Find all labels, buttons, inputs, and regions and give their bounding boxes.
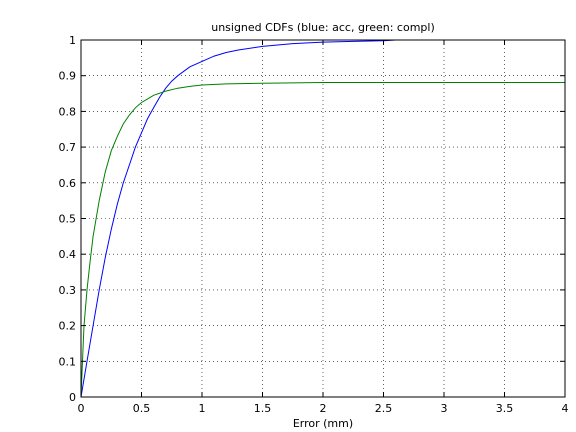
x-tick-label: 1 [199,402,206,415]
x-tick-label: 2.5 [375,402,393,415]
y-tick-label: 0.5 [59,213,77,226]
y-tick-label: 0.6 [59,177,77,190]
x-axis-label: Error (mm) [293,417,353,430]
y-tick-label: 0.4 [59,248,77,261]
x-tick-label: 3 [441,402,448,415]
y-tick-label: 0.2 [59,320,77,333]
y-tick-label: 0.1 [59,355,77,368]
x-axis: 0 0.5 1 1.5 2 2.5 3 3.5 4 [78,40,569,415]
series-line-green [80,82,565,398]
y-tick-label: 0.8 [59,105,77,118]
x-tick-label: 4 [562,402,569,415]
x-tick-label: 0.5 [133,402,151,415]
x-tick-label: 0 [78,402,85,415]
chart-title: unsigned CDFs (blue: acc, green: compl) [211,21,435,34]
y-tick-label: 1 [69,34,76,47]
y-axis: 0 0.1 0.2 0.3 0.4 0.5 0.6 0.7 0.8 0.9 1 [59,34,565,404]
series-line-blue [80,39,565,398]
x-tick-label: 3.5 [496,402,514,415]
y-tick-label: 0 [69,391,76,404]
grid-lines [81,40,565,397]
y-tick-label: 0.3 [59,284,77,297]
x-tick-label: 1.5 [254,402,272,415]
x-tick-label: 2 [320,402,327,415]
y-tick-label: 0.7 [59,141,77,154]
y-tick-label: 0.9 [59,70,77,83]
plot-area [80,39,565,398]
